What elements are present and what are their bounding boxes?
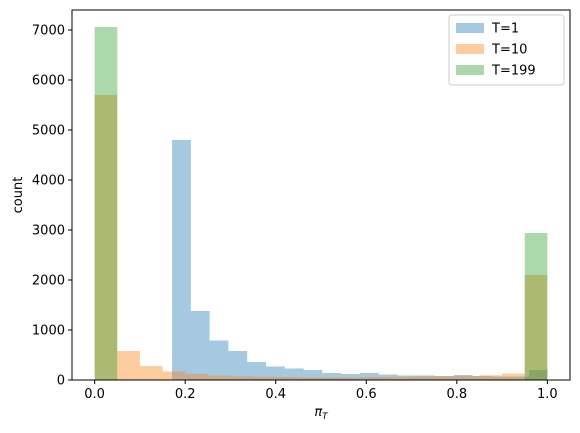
histogram-bar [94,27,118,380]
y-axis-ticks: 0 1000 2000 3000 4000 5000 6000 7000 [32,24,72,389]
histogram-bar [472,376,492,380]
series-t-10 [94,95,548,380]
histogram-bar [321,377,344,380]
histogram-bar [456,376,480,380]
histogram-bar [298,377,321,380]
legend-swatch [456,23,484,33]
y-axis-label: count [11,177,26,214]
y-tick-label: 7000 [32,24,65,39]
histogram-bar [491,376,511,380]
legend-swatch [456,65,484,75]
histogram-bar [253,376,276,380]
histogram-bar [207,375,231,380]
x-tick-label: 0.6 [356,387,377,402]
histogram-bar [209,340,229,380]
histogram-bar [359,373,379,380]
histogram-bar [230,376,254,380]
histogram-bar [303,370,323,380]
histogram-bar [139,366,163,380]
x-tick-label: 0.0 [84,387,105,402]
y-tick-label: 3000 [32,224,65,239]
histogram-bar [434,376,457,380]
x-axis-ticks: 0.0 0.2 0.4 0.6 0.8 1.0 [84,380,558,402]
histogram-bar [510,376,530,380]
x-axis-label-subscript: T [322,412,329,422]
legend-label: T=1 [491,22,519,37]
histogram-bar [479,375,503,380]
histogram-bar [228,351,248,380]
histogram-bar [343,377,367,380]
plot-frame [71,9,571,381]
histogram-bar [275,377,299,380]
histogram-bars [94,27,548,380]
histogram-bar [388,376,412,380]
legend-swatch [456,44,484,54]
y-tick-label: 4000 [32,174,65,189]
legend-label: T=199 [491,64,536,79]
histogram-bar [397,375,417,380]
histogram-bar [190,311,210,380]
y-tick-label: 2000 [32,274,65,289]
histogram-bar [366,377,389,380]
x-tick-label: 0.4 [265,387,286,402]
histogram-bar [247,362,266,380]
histogram-bar [524,233,548,380]
histogram-bar [94,95,118,380]
histogram-bar [284,368,304,380]
x-axis-label-main: π [314,405,322,420]
histogram-bar [172,140,191,380]
histogram-bar [435,376,454,380]
histogram-bar [529,370,548,380]
histogram-bar [416,375,436,380]
y-tick-label: 1000 [32,324,65,339]
histogram-bar [117,351,140,380]
histogram-bar [322,373,342,380]
y-tick-label: 0 [57,374,65,389]
series-t-199 [94,27,548,380]
histogram-bar [341,374,360,380]
legend-label: T=10 [491,43,527,58]
y-tick-label: 5000 [32,124,65,139]
histogram-bar [524,275,548,380]
x-tick-label: 1.0 [537,387,558,402]
histogram-bar [162,371,186,380]
series-t-1 [172,140,548,380]
x-tick-label: 0.2 [175,387,196,402]
histogram-bar [411,376,435,380]
histogram-bar [378,374,398,380]
histogram-bar [265,366,285,380]
legend: T=1 T=10 T=199 [448,14,565,86]
y-tick-label: 6000 [32,74,65,89]
histogram-bar [502,373,525,380]
histogram-bar [185,374,208,380]
x-tick-label: 0.8 [446,387,467,402]
histogram-bar [453,375,473,380]
legend-box [448,14,565,86]
x-axis-label: πT [314,405,329,422]
